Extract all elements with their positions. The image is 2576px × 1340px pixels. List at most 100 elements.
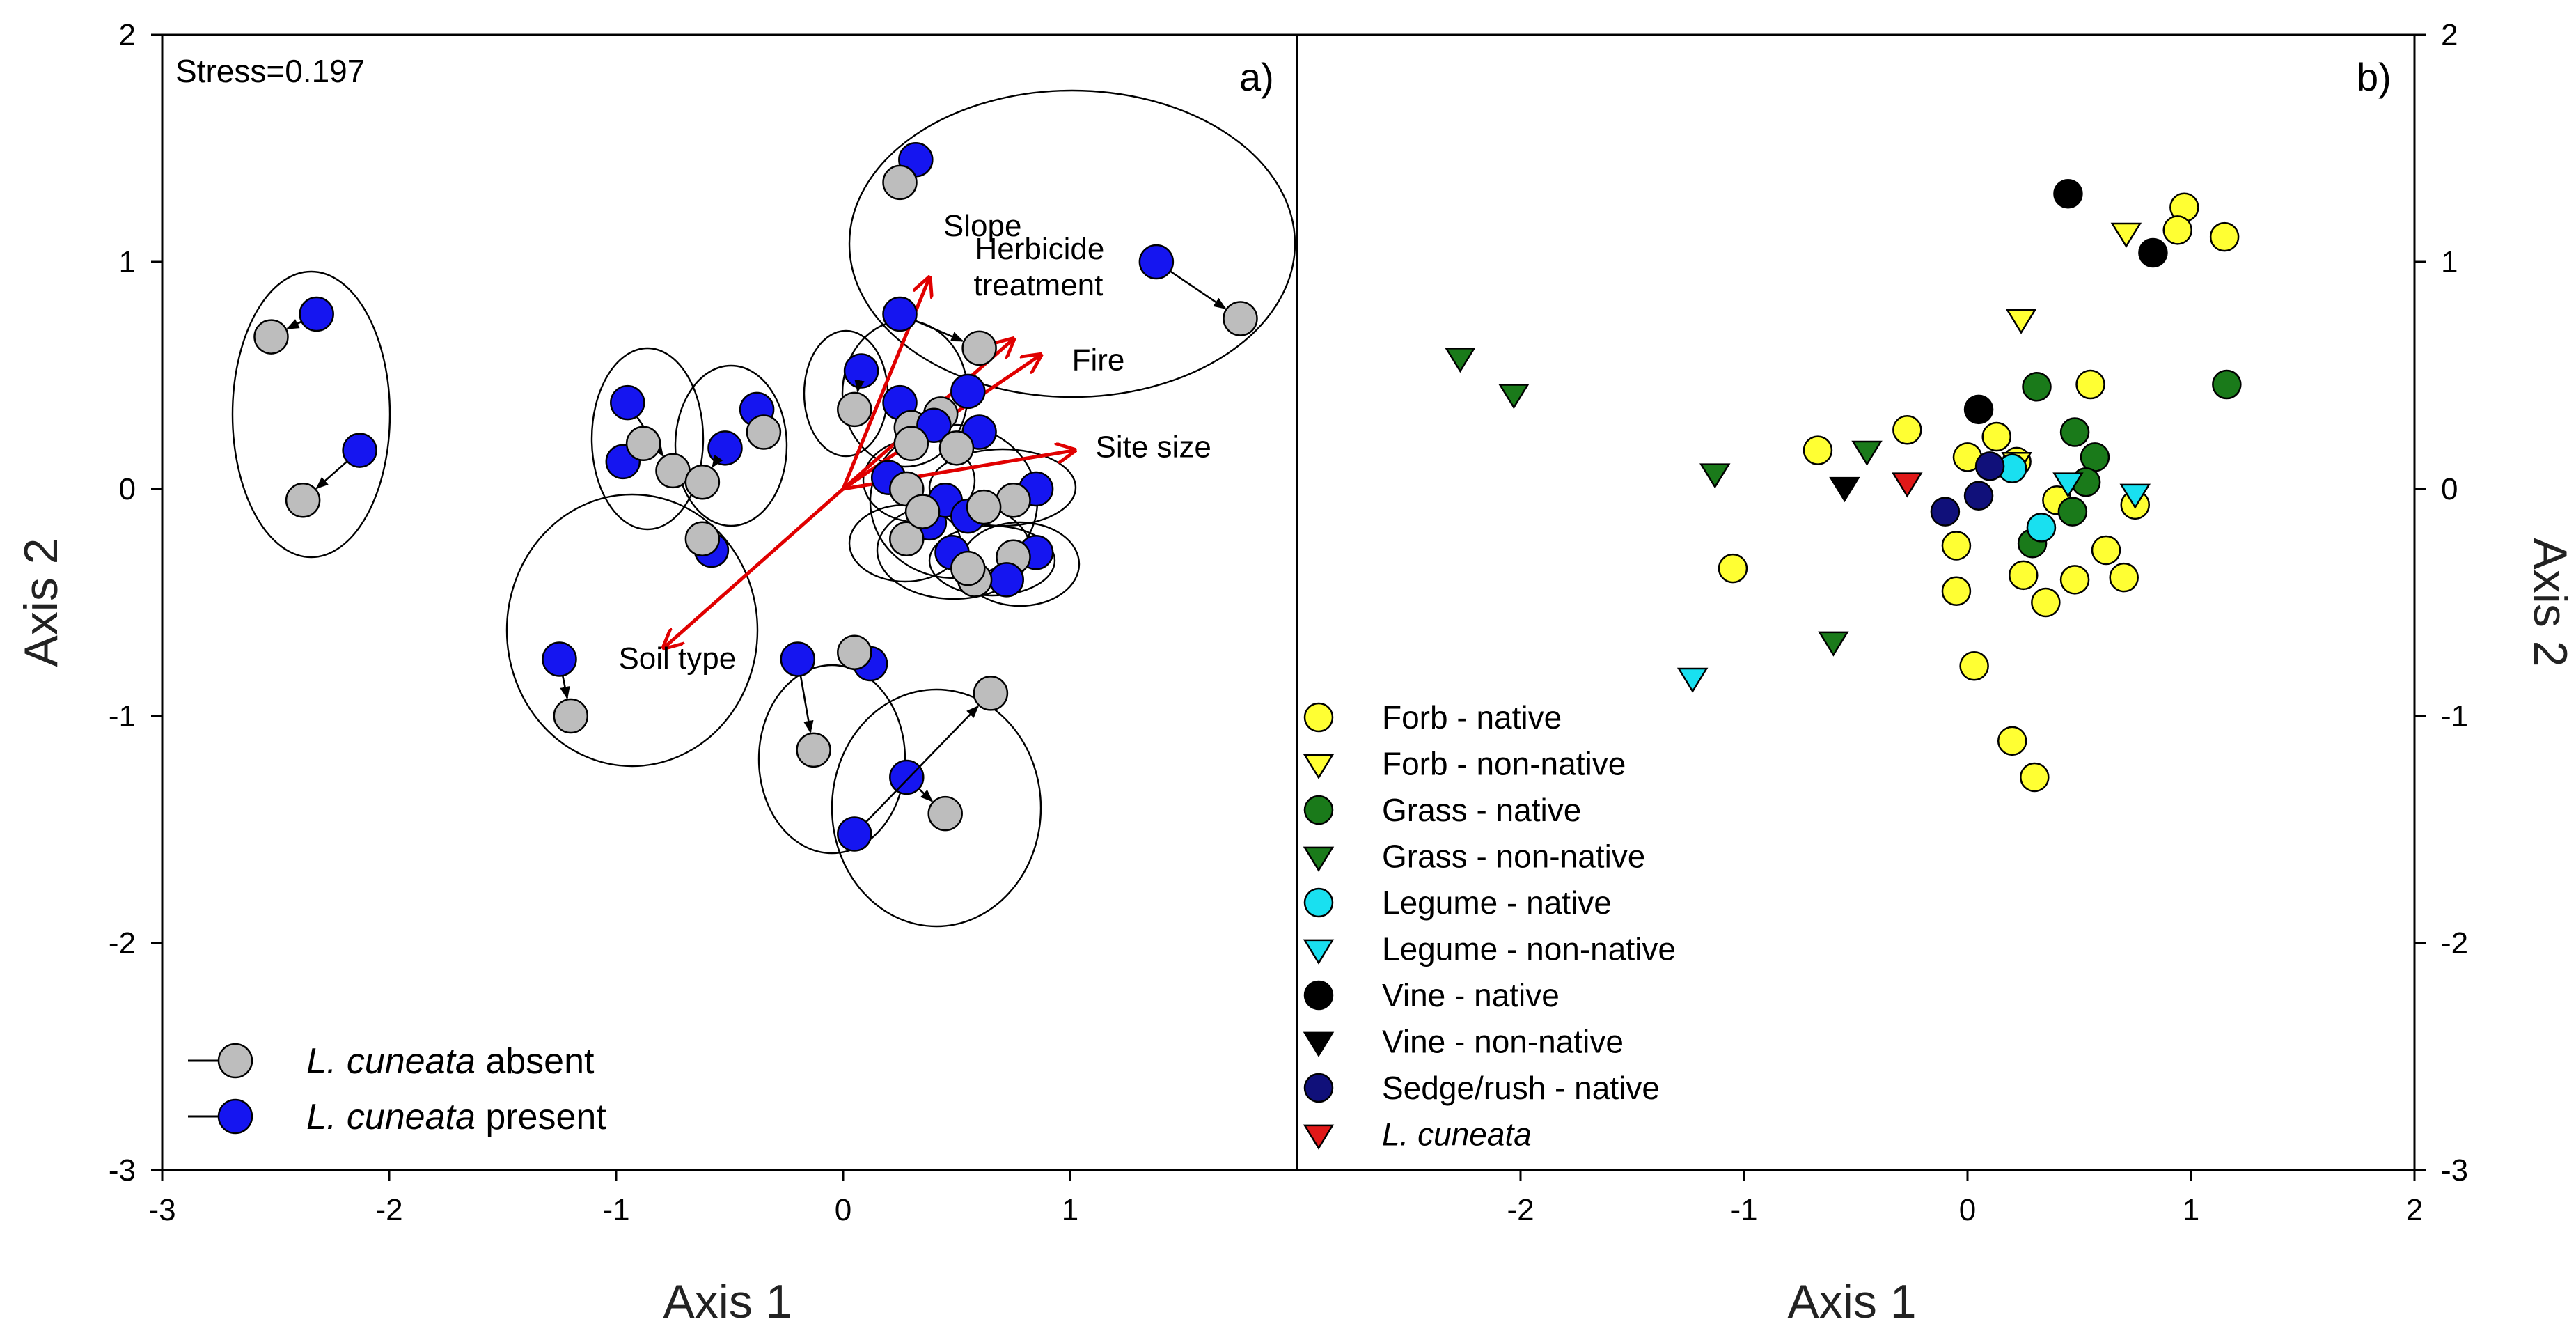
point-absent <box>950 550 986 586</box>
point-absent <box>837 391 872 428</box>
point-vine-non-native <box>1829 476 1860 503</box>
y-tick-label: -3 <box>2441 1153 2468 1187</box>
panel-a-x-title: Axis 1 <box>663 1275 792 1328</box>
point-present <box>707 430 743 466</box>
point-absent <box>996 483 1031 518</box>
legend-label-rest: absent <box>476 1041 595 1082</box>
point-grass-non-native <box>1851 440 1883 466</box>
point-absent <box>837 634 872 670</box>
vector-label: treatment <box>974 268 1104 302</box>
panel-a-y-title: Axis 2 <box>15 538 68 667</box>
legend-label: Grass - non-native <box>1382 839 1645 875</box>
x-tick-label: 1 <box>1062 1193 1078 1227</box>
panel-b-ticks: -2 -1 0 1 2 -3 -2 -1 0 1 2 <box>1507 18 2468 1227</box>
legend-label: L. cuneata absent <box>306 1041 595 1082</box>
point-forb-native <box>2031 587 2061 618</box>
pair-connector <box>315 460 348 490</box>
point-absent <box>882 164 918 201</box>
legend-marker <box>1303 1031 1335 1057</box>
vector-arrow <box>663 488 845 648</box>
point-forb-native <box>1892 414 1922 445</box>
legend-label: L. cuneata <box>1382 1116 1532 1153</box>
y-tick-label: 0 <box>2441 472 2458 506</box>
panel-a-annotation: Stress=0.197 <box>175 53 365 89</box>
x-tick-label: -3 <box>148 1193 175 1227</box>
point-grass-native <box>2080 442 2110 472</box>
point-sedge-rush-native <box>1974 451 2005 481</box>
point-grass-native <box>2212 369 2242 400</box>
panel-b-points <box>1445 178 2242 793</box>
point-legume-non-native <box>1676 667 1709 693</box>
point-forb-native <box>2162 215 2192 245</box>
y-tick-label: 1 <box>2441 245 2458 279</box>
point-absent <box>1223 301 1258 336</box>
point-absent <box>625 426 661 462</box>
point-forb-native <box>2209 221 2240 252</box>
point-absent <box>927 795 963 832</box>
point-present <box>989 562 1024 598</box>
panel-a-legend: L. cuneata absent L. cuneata present <box>188 1041 606 1137</box>
point-absent <box>961 330 997 366</box>
point-forb-native <box>2059 565 2090 595</box>
point-legume-native <box>2026 513 2057 543</box>
y-tick-label: -3 <box>109 1153 136 1187</box>
legend-marker <box>217 1098 253 1135</box>
point-grass-native <box>2057 497 2088 527</box>
panel-b-x-title: Axis 1 <box>1787 1275 1916 1328</box>
panel-b-frame <box>1296 33 2416 1171</box>
group-ellipse <box>590 347 705 531</box>
point-grass-native <box>2022 372 2052 402</box>
legend-label: Vine - non-native <box>1382 1024 1624 1060</box>
y-tick-label: 1 <box>119 245 136 279</box>
point-absent <box>285 483 321 518</box>
point-l-cuneata <box>1892 472 1923 498</box>
point-absent <box>796 732 831 768</box>
legend-marker <box>1303 887 1334 918</box>
point-absent <box>889 521 925 556</box>
legend-label-italic: L. cuneata <box>306 1041 476 1082</box>
point-grass-non-native <box>1498 384 1530 410</box>
group-ellipse <box>831 688 1042 928</box>
legend-marker <box>1303 795 1334 825</box>
point-grass-native <box>2059 417 2090 447</box>
point-forb-native <box>1941 576 1972 606</box>
point-vine-native <box>2053 178 2083 209</box>
point-absent <box>904 494 941 529</box>
point-vine-native <box>2138 237 2168 268</box>
point-forb-non-native <box>2110 222 2142 248</box>
point-forb-native <box>1803 435 1833 465</box>
point-forb-native <box>2075 369 2105 400</box>
point-sedge-rush-native <box>1963 481 1994 511</box>
point-present <box>843 353 879 389</box>
y-tick-label: -1 <box>109 699 136 733</box>
panel-b-y-title: Axis 2 <box>2524 538 2576 667</box>
legend-marker <box>1303 702 1334 733</box>
y-tick-label: -1 <box>2441 699 2468 733</box>
pair-connector <box>1170 270 1227 310</box>
y-tick-label: -2 <box>2441 926 2468 960</box>
point-forb-native <box>1941 531 1972 561</box>
group-ellipse <box>928 524 1056 597</box>
legend-label: L. cuneata present <box>306 1097 606 1137</box>
y-tick-label: 0 <box>119 472 136 506</box>
point-forb-native <box>1718 553 1748 584</box>
legend-marker <box>1303 939 1335 965</box>
point-grass-non-native <box>1818 631 1849 657</box>
point-absent <box>655 453 691 489</box>
point-legume-non-native <box>2119 483 2151 509</box>
panel-b-legend: Forb - native Forb - non-native Grass - na… <box>1303 699 1676 1153</box>
panel-a-frame <box>161 33 1298 1171</box>
legend-label: Legume - non-native <box>1382 931 1676 967</box>
point-present <box>889 759 925 795</box>
point-present <box>780 641 816 677</box>
point-forb-native <box>1997 726 2027 756</box>
x-tick-label: 0 <box>1959 1193 1976 1227</box>
point-grass-non-native <box>1699 463 1731 489</box>
point-vine-native <box>1963 394 1994 425</box>
point-absent <box>893 426 929 462</box>
point-forb-native <box>2109 562 2139 593</box>
x-tick-label: 1 <box>2183 1193 2199 1227</box>
point-absent <box>553 698 589 734</box>
pair-connector <box>712 454 723 469</box>
